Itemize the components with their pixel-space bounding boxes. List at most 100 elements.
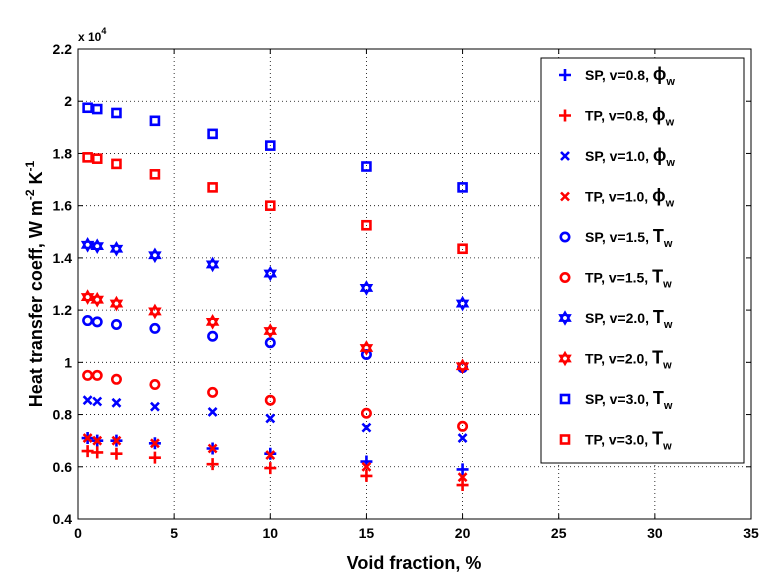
data-point bbox=[110, 373, 122, 385]
legend-label: SP, v=0.8, ϕw bbox=[585, 64, 675, 88]
data-point bbox=[360, 469, 373, 482]
data-point bbox=[206, 458, 219, 471]
data-point bbox=[91, 369, 103, 381]
legend-marker bbox=[559, 434, 571, 445]
data-point bbox=[80, 289, 95, 305]
x-tick-label: 35 bbox=[743, 525, 759, 541]
data-point bbox=[82, 315, 94, 327]
data-point bbox=[149, 115, 161, 127]
legend-marker bbox=[559, 393, 571, 405]
data-point bbox=[80, 237, 95, 253]
data-point bbox=[265, 413, 276, 424]
y-tick-label: 1.4 bbox=[53, 250, 73, 266]
legend-marker bbox=[560, 151, 570, 161]
x-tick-label: 25 bbox=[551, 525, 567, 541]
data-point bbox=[456, 463, 469, 476]
x-axis-label: Void fraction, % bbox=[347, 553, 482, 573]
legend-label: TP, v=1.0, ϕw bbox=[585, 186, 675, 210]
legend-label: SP, v=1.0, ϕw bbox=[585, 145, 675, 169]
legend-label: TP, v=1.5, Tw bbox=[585, 267, 672, 291]
axis-ticks: 0 5 10 15 20 25 30 35 0.4 0.6 0.8 1 1.2 1.4 1.6 1.8 2 2.2 bbox=[53, 41, 759, 541]
data-point bbox=[207, 128, 218, 140]
legend-item: TP, v=0.8, ϕw bbox=[559, 105, 675, 129]
data-point bbox=[457, 472, 468, 483]
data-point bbox=[90, 238, 104, 254]
legend-label: SP, v=2.0, Tw bbox=[585, 307, 673, 331]
y-multiplier: x 104 bbox=[78, 26, 106, 44]
data-point bbox=[207, 182, 218, 193]
data-point bbox=[264, 200, 276, 211]
data-point bbox=[361, 161, 372, 172]
data-point bbox=[205, 256, 220, 273]
y-tick-label: 1.8 bbox=[53, 145, 73, 161]
data-point bbox=[205, 314, 220, 330]
legend-item: SP, v=1.5, Tw bbox=[559, 226, 673, 250]
data-point bbox=[82, 102, 93, 114]
legend-item: SP, v=2.0, Tw bbox=[558, 307, 673, 331]
data-point bbox=[207, 407, 218, 417]
legend: SP, v=0.8, ϕw TP, v=0.8, ϕw SP, v=1.0, ϕw T… bbox=[540, 57, 745, 464]
data-point bbox=[148, 303, 162, 320]
y-tick-label: 2.2 bbox=[53, 41, 73, 57]
data-point bbox=[91, 316, 103, 328]
data-point bbox=[82, 433, 93, 443]
data-point bbox=[148, 451, 161, 464]
y-tick-label: 0.4 bbox=[53, 511, 73, 527]
y-tick-label: 1 bbox=[64, 354, 72, 370]
data-point bbox=[149, 169, 161, 180]
y-tick-label: 0.6 bbox=[53, 459, 73, 475]
data-point bbox=[149, 322, 161, 334]
data-point bbox=[359, 340, 374, 356]
data-point bbox=[361, 422, 372, 433]
data-point bbox=[264, 462, 277, 475]
data-point bbox=[110, 447, 123, 460]
data-point bbox=[457, 182, 468, 193]
legend-marker bbox=[558, 350, 572, 367]
data-point bbox=[263, 265, 278, 282]
data-point bbox=[207, 330, 219, 342]
data-point bbox=[456, 479, 469, 492]
data-point bbox=[264, 140, 276, 151]
data-point bbox=[109, 240, 124, 257]
data-point bbox=[361, 219, 372, 231]
data-point bbox=[264, 394, 276, 406]
data-point bbox=[207, 443, 218, 454]
data-point bbox=[149, 379, 161, 391]
legend-item: SP, v=3.0, Tw bbox=[559, 388, 673, 412]
data-point bbox=[111, 107, 122, 119]
data-point bbox=[455, 358, 470, 375]
data-point bbox=[359, 280, 374, 296]
x-tick-label: 10 bbox=[262, 525, 278, 541]
legend-label: SP, v=1.5, Tw bbox=[585, 226, 673, 250]
data-point bbox=[265, 450, 276, 460]
legend-label: TP, v=0.8, ϕw bbox=[585, 105, 675, 129]
data-point bbox=[361, 461, 372, 472]
data-point bbox=[149, 401, 160, 412]
data-point bbox=[109, 295, 124, 312]
legend-item: TP, v=3.0, Tw bbox=[559, 429, 672, 453]
data-point bbox=[207, 386, 219, 398]
legend-box bbox=[540, 57, 745, 464]
data-point bbox=[92, 396, 103, 407]
data-point bbox=[82, 395, 93, 406]
data-point bbox=[111, 435, 122, 446]
data-point bbox=[91, 153, 103, 164]
data-point bbox=[110, 318, 122, 330]
y-tick-label: 0.8 bbox=[53, 407, 73, 423]
data-point bbox=[111, 158, 122, 170]
x-tick-label: 15 bbox=[359, 525, 375, 541]
legend-label: TP, v=3.0, Tw bbox=[585, 429, 672, 453]
data-point bbox=[263, 323, 278, 339]
data-point bbox=[457, 420, 469, 432]
legend-marker bbox=[558, 310, 572, 326]
data-point bbox=[455, 295, 470, 312]
x-tick-label: 0 bbox=[74, 525, 82, 541]
legend-marker bbox=[559, 109, 571, 122]
data-point bbox=[457, 243, 468, 255]
y-tick-label: 1.6 bbox=[53, 198, 73, 214]
x-tick-label: 20 bbox=[455, 525, 471, 541]
legend-marker bbox=[560, 191, 570, 202]
legend-marker bbox=[559, 69, 571, 81]
data-point bbox=[91, 103, 103, 115]
